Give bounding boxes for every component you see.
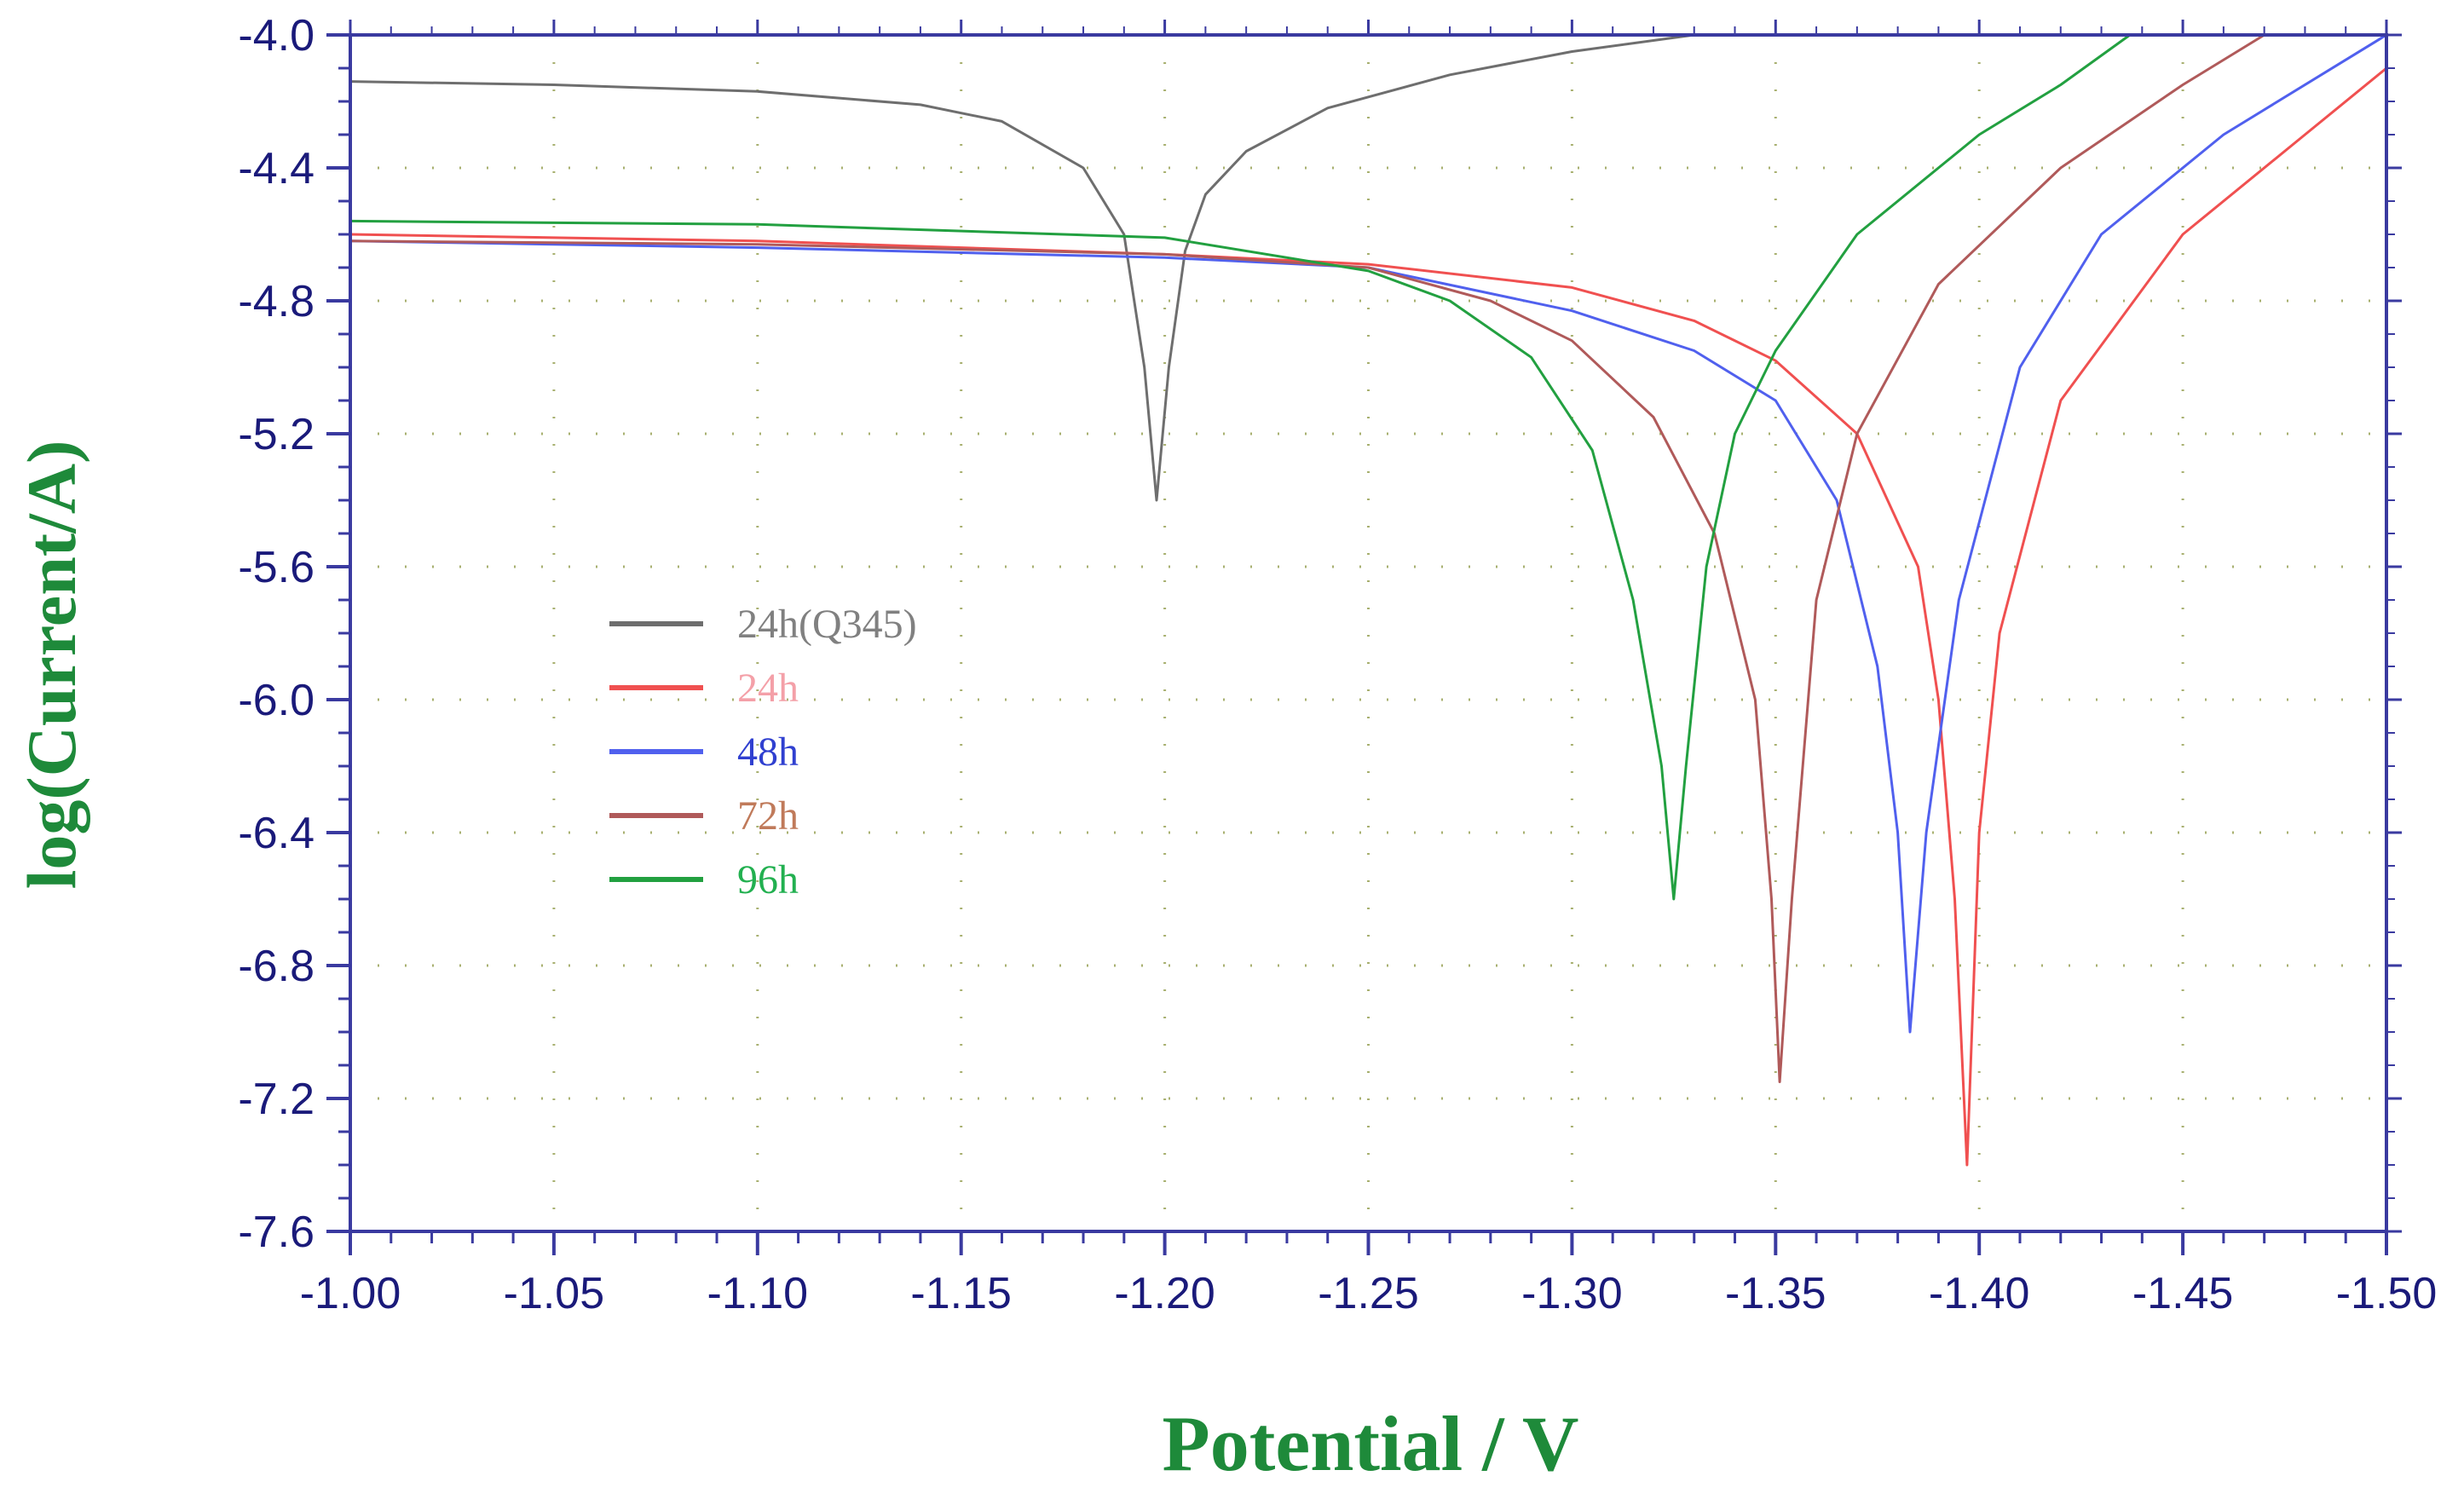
grid [350,35,2386,1231]
y-axis-ticks: -4.0 -4.4 -4.8 -5.2 -5.6 -6.0 -6.4 -6.8 -7.2 -7.6 [238,11,2402,1257]
x-tick-label: -1.00 [300,1269,401,1318]
y-tick-label: -4.8 [238,277,314,326]
x-tick-label: -1.40 [1929,1269,2030,1318]
x-tick-label: -1.20 [1114,1269,1215,1318]
y-tick-label: -6.4 [238,809,314,858]
series-line-4 [349,33,2265,1083]
legend-label-5: 96h [737,857,799,902]
y-axis-title: log(Current/A) [13,441,90,890]
y-tick-label: -6.0 [238,676,314,725]
x-tick-label: -1.50 [2336,1269,2438,1318]
x-tick-label: -1.25 [1318,1269,1419,1318]
y-tick-label: -5.6 [238,543,314,592]
y-tick-label: -7.6 [238,1208,314,1257]
plot-border [349,33,2388,1233]
y-tick-label: -4.0 [238,11,314,61]
y-tick-label: -5.2 [238,410,314,459]
series-lines [349,33,2387,1167]
x-tick-label: -1.30 [1521,1269,1623,1318]
legend-label-3: 48h [737,729,799,775]
plot-frame [349,33,2388,1233]
x-tick-label: -1.45 [2132,1269,2234,1318]
legend-label-2: 24h [737,666,799,711]
x-tick-label: -1.05 [504,1269,605,1318]
x-tick-label: -1.35 [1725,1269,1826,1318]
series-line-5 [349,33,2131,901]
legend-label-4: 72h [737,793,799,839]
x-axis-title: Potential / V [1163,1400,1579,1487]
legend: 24h(Q345) 24h 48h 72h 96h [609,602,917,902]
x-tick-label: -1.15 [910,1269,1012,1318]
y-tick-label: -4.4 [238,144,314,193]
series-line-1 [349,33,1694,502]
x-tick-label: -1.10 [707,1269,809,1318]
y-tick-label: -6.8 [238,942,314,991]
x-axis-ticks: -1.00 -1.05 -1.10 -1.15 -1.20 -1.25 -1.30 -1.35… [300,20,2438,1318]
series-line-2 [349,66,2387,1167]
series-line-3 [349,33,2387,1034]
y-tick-label: -7.2 [238,1075,314,1124]
legend-label-1: 24h(Q345) [737,602,917,647]
